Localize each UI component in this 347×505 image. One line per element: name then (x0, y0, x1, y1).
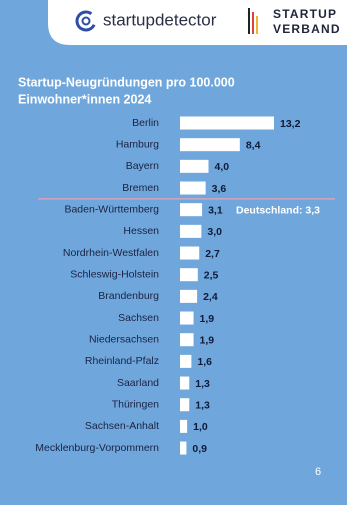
value-label: 1,9 (200, 334, 215, 346)
value-label: 8,4 (246, 139, 261, 151)
bar (180, 268, 198, 282)
value-label: 2,7 (205, 248, 220, 260)
category-label: Baden-Württemberg (64, 203, 159, 215)
category-label: Berlin (132, 117, 159, 129)
bar (180, 311, 194, 325)
category-label: Hamburg (116, 138, 159, 150)
divider (248, 8, 250, 34)
value-label: 1,0 (193, 421, 208, 433)
bar (180, 159, 209, 173)
page-number: 6 (315, 466, 321, 478)
value-label: 2,4 (203, 291, 218, 303)
value-label: 1,3 (195, 399, 210, 411)
category-label: Saarland (117, 377, 159, 389)
divider (252, 12, 254, 34)
brand-logo: startupdetector (75, 10, 217, 32)
bar (180, 419, 188, 433)
bar (180, 354, 192, 368)
partner-name: STARTUP (273, 7, 337, 21)
value-label: 3,0 (207, 226, 222, 238)
bar (180, 376, 190, 390)
chart-title: Einwohner*innen 2024 (18, 92, 151, 106)
category-label: Hessen (123, 225, 159, 237)
value-label: 3,1 (208, 204, 223, 216)
value-label: 3,6 (212, 183, 227, 195)
bar (180, 203, 203, 217)
header-band (48, 0, 347, 45)
brand-name: startupdetector (103, 10, 217, 29)
divider (256, 16, 258, 34)
category-label: Thüringen (112, 398, 159, 410)
reference-label: Deutschland: 3,3 (236, 204, 320, 216)
bar (180, 398, 190, 412)
value-label: 1,6 (197, 356, 212, 368)
category-label: Bremen (122, 182, 159, 194)
bar (180, 181, 206, 195)
category-label: Nordrhein-Westfalen (63, 247, 159, 259)
value-label: 1,9 (200, 313, 215, 325)
category-label: Sachsen (118, 312, 159, 324)
value-label: 2,5 (204, 269, 219, 281)
category-label: Niedersachsen (89, 333, 159, 345)
bar (180, 246, 200, 260)
bar (180, 138, 240, 152)
bar (180, 224, 202, 238)
bar (180, 289, 198, 303)
value-label: 1,3 (195, 378, 210, 390)
bar (180, 441, 187, 455)
value-label: 13,2 (280, 118, 301, 130)
category-label: Rheinland-Pfalz (85, 355, 159, 367)
category-label: Brandenburg (98, 290, 159, 302)
category-label: Mecklenburg-Vorpommern (35, 442, 159, 454)
logo-icon (81, 16, 91, 26)
category-label: Bayern (126, 160, 159, 172)
bar (180, 333, 194, 347)
logo-icon (75, 10, 97, 32)
value-label: 4,0 (214, 161, 229, 173)
category-label: Sachsen-Anhalt (85, 420, 159, 432)
chart-title: Startup-Neugründungen pro 100.000 (18, 75, 235, 89)
bar (180, 116, 274, 130)
category-label: Schleswig-Holstein (70, 268, 159, 280)
partner-name: VERBAND (273, 22, 341, 36)
value-label: 0,9 (192, 443, 207, 455)
